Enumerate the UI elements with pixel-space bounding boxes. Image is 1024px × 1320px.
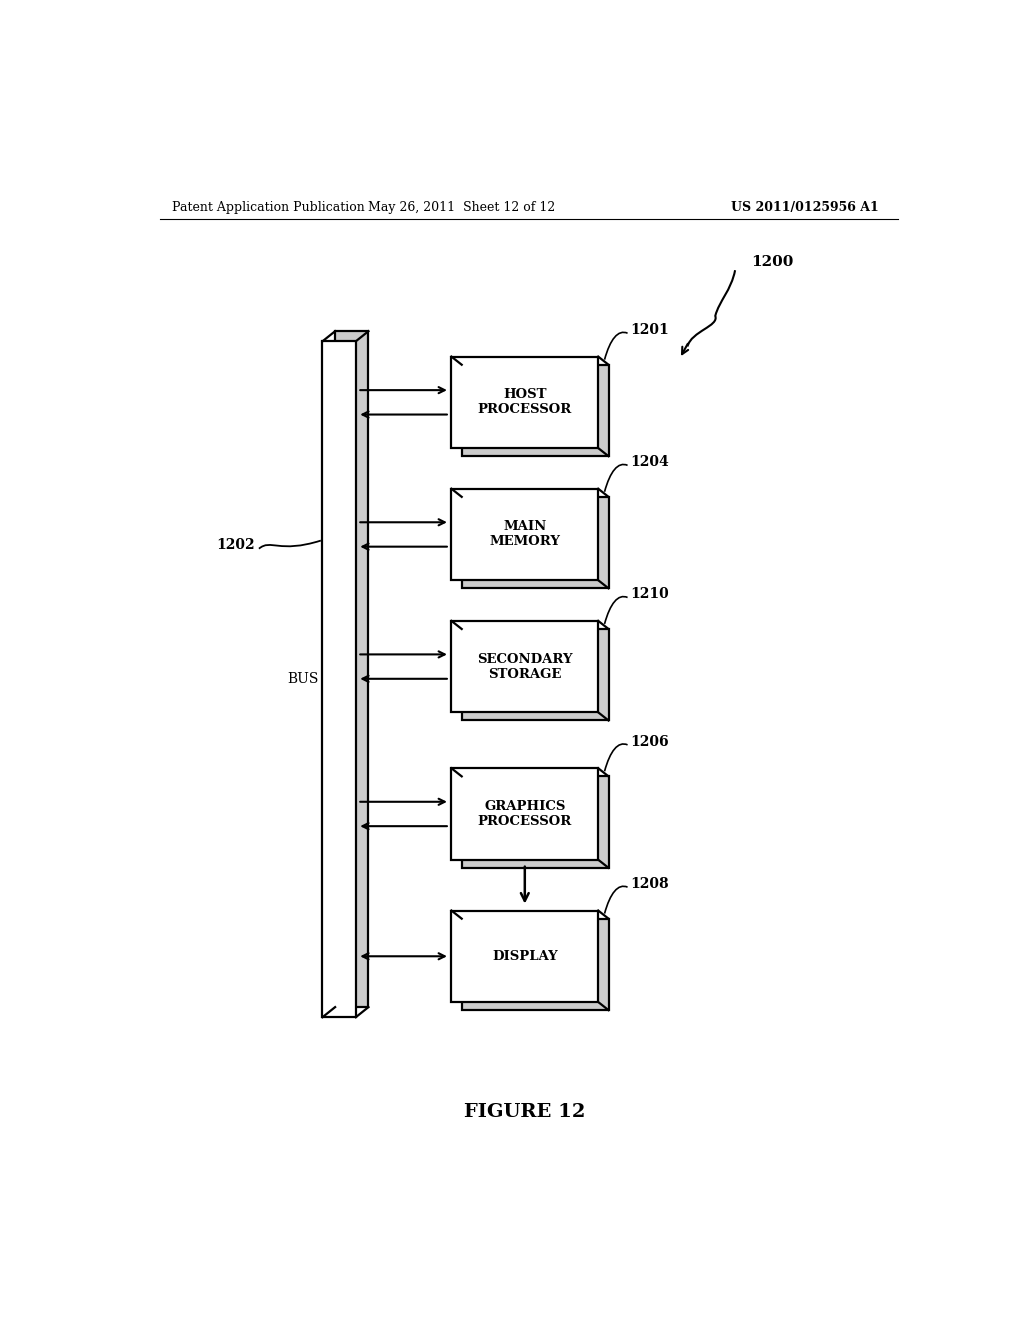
Text: 1208: 1208 xyxy=(630,876,669,891)
Bar xyxy=(452,911,598,1002)
Text: HOST
PROCESSOR: HOST PROCESSOR xyxy=(477,388,572,416)
Bar xyxy=(323,342,355,1018)
Bar xyxy=(462,776,608,867)
Text: US 2011/0125956 A1: US 2011/0125956 A1 xyxy=(731,201,879,214)
Text: 1201: 1201 xyxy=(630,323,669,337)
Text: GRAPHICS
PROCESSOR: GRAPHICS PROCESSOR xyxy=(477,800,572,828)
Bar xyxy=(452,488,598,581)
Text: May 26, 2011  Sheet 12 of 12: May 26, 2011 Sheet 12 of 12 xyxy=(368,201,555,214)
Bar xyxy=(462,630,608,721)
Text: SECONDARY
STORAGE: SECONDARY STORAGE xyxy=(477,652,572,681)
Text: FIGURE 12: FIGURE 12 xyxy=(464,1102,586,1121)
Text: 1204: 1204 xyxy=(630,455,669,470)
Text: 1206: 1206 xyxy=(630,735,669,748)
Text: DISPLAY: DISPLAY xyxy=(492,950,558,962)
Text: 1210: 1210 xyxy=(630,587,669,602)
Text: MAIN
MEMORY: MAIN MEMORY xyxy=(489,520,560,549)
Text: 1202: 1202 xyxy=(216,537,255,552)
Bar xyxy=(335,331,369,1007)
Bar xyxy=(462,496,608,589)
Text: 1200: 1200 xyxy=(751,255,794,269)
Bar xyxy=(462,919,608,1010)
Bar xyxy=(452,768,598,859)
Bar xyxy=(452,356,598,447)
Bar xyxy=(462,364,608,457)
Text: BUS: BUS xyxy=(287,672,318,686)
Text: Patent Application Publication: Patent Application Publication xyxy=(172,201,365,214)
Bar xyxy=(452,620,598,713)
